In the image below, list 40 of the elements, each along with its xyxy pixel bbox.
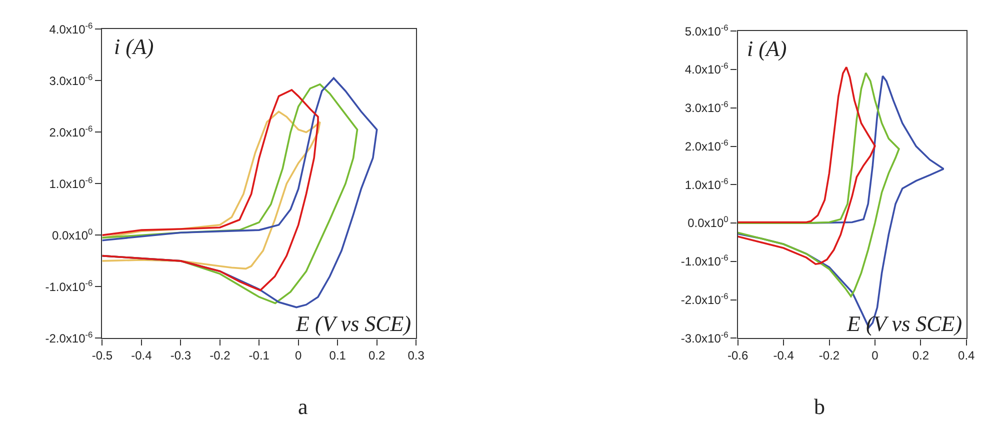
line-series (738, 72, 900, 298)
y-tick-label: -2.0x10$^{-6}$ (45, 329, 94, 346)
y-tick-label: 1.0x10$^{-6}$ (49, 174, 94, 191)
y-tick-label: 2.0x10$^{-6}$ (684, 137, 729, 154)
y-tick-label: 0.0x10$^{0}$ (688, 214, 729, 230)
x-tick-label: -0.2 (818, 348, 840, 363)
x-tick-label: -0.3 (170, 348, 192, 363)
x-tick-label: 0 (872, 348, 879, 363)
x-tick-label: 0.3 (408, 348, 425, 363)
line-series (738, 66, 876, 266)
x-tick-label: -0.4 (773, 348, 794, 363)
y-tick-label: 3.0x10$^{-6}$ (684, 99, 729, 116)
y-tick-label: -3.0x10$^{-6}$ (680, 329, 729, 346)
x-tick-label: 0.4 (958, 348, 976, 363)
y-tick-label: 5.0x10$^{-6}$ (684, 22, 729, 38)
x-tick-label: -0.6 (727, 348, 748, 363)
x-tick-label: 0.1 (329, 348, 346, 363)
y-tick-label: 4.0x10$^{-6}$ (684, 60, 729, 77)
y-tick-label: -2.0x10$^{-6}$ (680, 290, 729, 308)
y-tick-label: -1.0x10$^{-6}$ (680, 252, 729, 269)
y-tick-label: 3.0x10$^{-6}$ (49, 72, 94, 88)
x-tick-label: -0.1 (248, 348, 270, 363)
x-tick-label: 0 (295, 348, 302, 363)
y-tick-label: 0.0x10$^{0}$ (52, 226, 94, 242)
y-tick-label: 2.0x10$^{-6}$ (49, 123, 94, 140)
x-tick-label: -0.2 (210, 348, 231, 363)
x-axis-title: E (V vs SCE) (295, 311, 412, 336)
y-tick-label: 4.0x10$^{-6}$ (49, 20, 94, 36)
text: a (298, 394, 308, 419)
x-tick-label: -0.4 (131, 348, 152, 363)
y-tick-label: 1.0x10$^{-6}$ (684, 176, 729, 192)
y-tick-label: -1.0x10$^{-6}$ (45, 278, 94, 294)
line-series (102, 89, 319, 292)
line-series (102, 110, 321, 270)
y-axis-title: i (A) (114, 34, 154, 59)
x-tick-label: -0.5 (92, 348, 113, 363)
text: b (814, 394, 825, 419)
y-axis-title: i (A) (747, 36, 787, 61)
x-tick-label: 0.2 (912, 348, 930, 363)
x-tick-label: 0.2 (368, 348, 386, 363)
